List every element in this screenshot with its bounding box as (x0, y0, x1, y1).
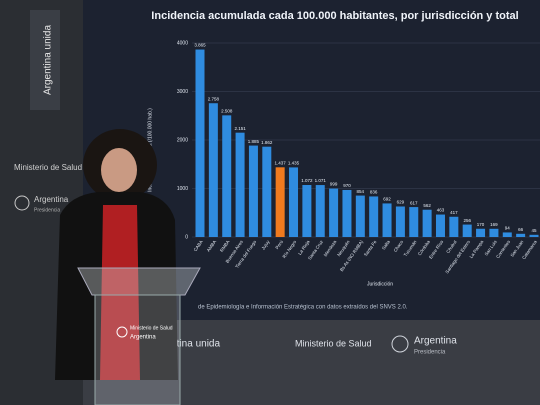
bar (289, 167, 299, 237)
side-ministry: Ministerio de Salud (14, 163, 82, 172)
x-tick-label: RMBA (219, 239, 231, 253)
bar (395, 206, 405, 237)
value-label: 1.072 (301, 178, 313, 183)
y-tick-label: 4000 (177, 40, 188, 46)
side-country: Argentina (34, 195, 69, 204)
value-label: 170 (477, 222, 485, 227)
x-axis-label: Jurisdicción (367, 281, 393, 287)
y-tick-label: 2000 (177, 137, 188, 143)
bar (435, 214, 445, 237)
side-emblem (14, 195, 30, 211)
podium-ministry: Ministerio de Salud (130, 325, 173, 331)
podium-top (77, 267, 201, 296)
bottom-emblem (391, 335, 409, 353)
side-presidency: Presidencia (34, 207, 60, 213)
value-label: 617 (410, 200, 418, 205)
value-label: 999 (330, 182, 338, 187)
bar (248, 145, 258, 237)
value-label: 970 (343, 183, 351, 188)
value-label: 169 (490, 222, 498, 227)
chart-title: Incidencia acumulada cada 100.000 habita… (151, 10, 518, 22)
x-tick-label: CABA (193, 239, 204, 252)
x-tick-label: Jujuy (260, 239, 271, 251)
bar (382, 203, 392, 237)
x-tick-label: AMBA (206, 239, 217, 252)
value-label: 562 (423, 203, 431, 208)
value-label: 2.758 (208, 96, 220, 101)
value-label: 3.865 (194, 43, 206, 48)
bottom-presidency: Presidencia (414, 350, 446, 356)
value-label: 1.435 (288, 161, 300, 166)
bar (462, 224, 472, 237)
value-label: 836 (370, 190, 378, 195)
bar (275, 167, 285, 237)
bar (502, 232, 512, 237)
y-tick-label: 3000 (177, 89, 188, 95)
bar (208, 103, 218, 237)
podium-body (94, 294, 181, 405)
value-label: 2.508 (221, 109, 233, 114)
presenter (55, 129, 178, 380)
value-label: 1.885 (248, 139, 260, 144)
bar (262, 146, 272, 237)
bar (529, 234, 539, 237)
source-note: de Epidemiología e Información Estratégi… (198, 305, 408, 311)
value-label: 854 (357, 189, 365, 194)
value-label: 45 (531, 228, 537, 233)
y-tick-label: 0 (185, 234, 188, 240)
value-label: 94 (505, 226, 511, 231)
value-label: 463 (437, 208, 445, 213)
bar (409, 207, 419, 237)
bar (516, 233, 526, 237)
bar (195, 49, 205, 237)
value-label: 1.071 (315, 178, 327, 183)
bar (222, 115, 232, 237)
face (101, 148, 137, 192)
bar (342, 189, 352, 237)
podium: Ministerio de Salud Argentina (77, 267, 201, 405)
brand-panel (30, 10, 60, 110)
bar (329, 188, 339, 237)
x-tick-label: Chaco (393, 239, 405, 253)
value-label: 66 (518, 227, 524, 232)
chart: Incidencia acumulada cada 100.000 habita… (147, 10, 540, 311)
podium-country: Argentina (130, 335, 156, 341)
x-tick-label: Perú (274, 239, 284, 250)
bar (355, 195, 365, 237)
value-label: 692 (383, 197, 391, 202)
value-label: 629 (397, 200, 405, 205)
value-label: 1.437 (275, 160, 287, 165)
value-label: 2.151 (234, 126, 246, 131)
value-label: 256 (463, 218, 471, 223)
bar (449, 216, 459, 237)
bottom-ministry: Ministerio de Salud (295, 338, 372, 348)
bar (369, 196, 379, 237)
bottom-brand: Argentina unida (150, 339, 220, 350)
value-label: 417 (450, 210, 458, 215)
bar (489, 228, 499, 237)
side-brand: Argentina unida (43, 25, 54, 95)
blouse (100, 205, 140, 380)
bar (302, 185, 312, 237)
x-tick-label: Salta (381, 239, 391, 251)
bottom-country: Argentina (414, 336, 457, 347)
bar (235, 132, 245, 237)
y-tick-label: 1000 (177, 186, 188, 192)
bar (315, 185, 325, 237)
bar (422, 209, 432, 237)
value-label: 1.862 (261, 140, 273, 145)
podium-emblem (116, 326, 128, 338)
bar (476, 228, 486, 237)
